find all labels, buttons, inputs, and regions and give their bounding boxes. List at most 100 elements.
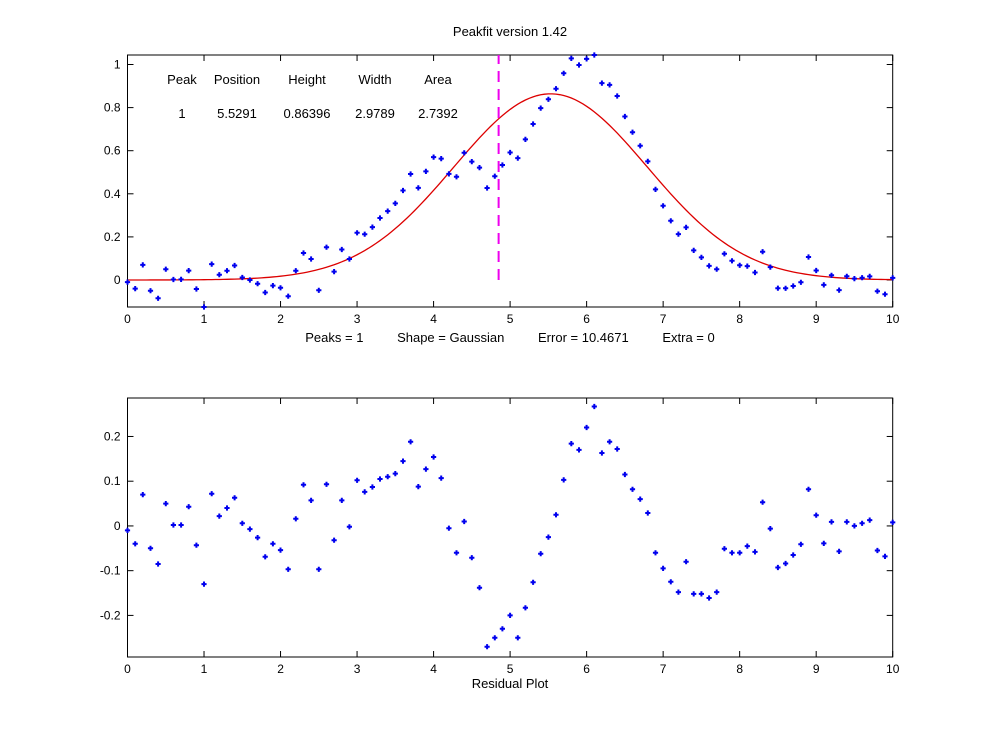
data-point-marker	[239, 520, 245, 526]
data-point-marker	[844, 273, 850, 279]
data-point-marker	[698, 591, 704, 597]
fit-plot-data-points	[124, 52, 896, 310]
data-point-marker	[186, 268, 192, 274]
data-point-marker	[729, 550, 735, 556]
data-point-marker	[767, 526, 773, 532]
data-point-marker	[438, 156, 444, 162]
data-point-marker	[346, 256, 352, 262]
data-point-marker	[607, 439, 613, 445]
data-point-marker	[369, 484, 375, 490]
fit-status-line: Peaks = 1 Shape = Gaussian Error = 10.46…	[127, 330, 893, 345]
data-point-marker	[821, 282, 827, 288]
data-point-marker	[431, 454, 437, 460]
fit-plot-axes: 0 1 2 3 4 5 6 7 8 9 10 0 0.2 0.4 0.6 0.8 1	[104, 52, 900, 326]
x-tick-label: 7	[660, 312, 667, 326]
data-point-marker	[584, 424, 590, 431]
data-point-marker	[538, 551, 544, 557]
data-point-marker	[882, 553, 888, 559]
data-point-marker	[423, 168, 429, 174]
data-point-marker	[147, 288, 154, 294]
x-tick-label: 8	[736, 662, 743, 676]
data-point-marker	[415, 185, 421, 191]
x-tick-label: 9	[813, 662, 820, 676]
data-point-marker	[545, 534, 551, 540]
data-point-marker	[530, 579, 536, 585]
data-point-marker	[706, 263, 712, 269]
data-point-marker	[209, 261, 215, 267]
data-point-marker	[859, 275, 865, 281]
data-point-marker	[277, 285, 284, 291]
data-point-marker	[568, 441, 574, 447]
data-point-marker	[660, 565, 666, 571]
data-point-marker	[721, 546, 727, 552]
data-point-marker	[178, 276, 184, 282]
data-point-marker	[377, 215, 383, 221]
data-point-marker	[385, 208, 391, 214]
data-point-marker	[614, 446, 620, 452]
data-point-marker	[492, 635, 498, 641]
x-tick-label: 0	[124, 312, 131, 326]
data-point-marker	[637, 143, 643, 149]
data-point-marker	[247, 526, 253, 532]
data-point-marker	[232, 495, 238, 501]
data-point-marker	[522, 605, 528, 611]
data-point-marker	[216, 272, 222, 278]
data-point-marker	[691, 247, 697, 253]
data-point-marker	[828, 519, 835, 525]
data-point-marker	[629, 129, 636, 135]
data-point-marker	[331, 269, 337, 275]
data-point-marker	[515, 635, 521, 641]
y-tick-label: 0.6	[104, 144, 121, 158]
data-point-marker	[622, 471, 628, 478]
y-tick-label: -0.1	[100, 564, 121, 578]
data-point-marker	[783, 560, 789, 567]
data-point-marker	[714, 589, 720, 595]
data-point-marker	[193, 542, 199, 548]
data-point-marker	[147, 545, 154, 551]
data-point-marker	[576, 447, 582, 453]
data-point-marker	[561, 477, 567, 483]
data-point-marker	[813, 512, 819, 518]
x-tick-label: 8	[736, 312, 743, 326]
x-tick-label: 5	[507, 312, 514, 326]
data-point-marker	[400, 458, 406, 464]
data-point-marker	[538, 105, 544, 111]
x-tick-label: 3	[354, 312, 361, 326]
data-point-marker	[323, 481, 330, 487]
y-tick-label: -0.2	[100, 608, 121, 622]
data-point-marker	[752, 269, 758, 276]
x-tick-label: 6	[583, 312, 590, 326]
data-point-marker	[706, 595, 712, 601]
data-point-marker	[507, 612, 513, 618]
y-tick-label: 0.4	[104, 187, 121, 201]
data-point-marker	[499, 162, 505, 168]
data-point-marker	[408, 171, 414, 177]
x-tick-label: 5	[507, 662, 514, 676]
data-point-marker	[362, 231, 368, 237]
data-point-marker	[476, 585, 483, 591]
data-point-marker	[591, 403, 597, 410]
data-point-marker	[400, 187, 406, 194]
data-point-marker	[507, 149, 513, 156]
data-point-marker	[469, 159, 475, 165]
data-point-marker	[737, 262, 743, 268]
data-point-marker	[760, 499, 766, 505]
data-point-marker	[836, 548, 842, 554]
data-point-marker	[851, 523, 857, 529]
data-point-marker	[775, 564, 781, 571]
status-error: Error = 10.4671	[538, 330, 629, 345]
data-point-marker	[461, 150, 467, 156]
data-point-marker	[262, 289, 268, 296]
data-point-marker	[170, 276, 176, 283]
data-point-marker	[453, 550, 460, 556]
data-point-marker	[790, 283, 796, 289]
data-point-marker	[882, 291, 888, 297]
data-point-marker	[660, 203, 666, 209]
data-point-marker	[461, 518, 467, 525]
data-point-marker	[163, 501, 169, 507]
data-point-marker	[124, 527, 131, 533]
table-header-width: Width	[358, 72, 392, 87]
y-tick-label: 0.1	[104, 474, 121, 488]
data-point-marker	[515, 155, 521, 161]
